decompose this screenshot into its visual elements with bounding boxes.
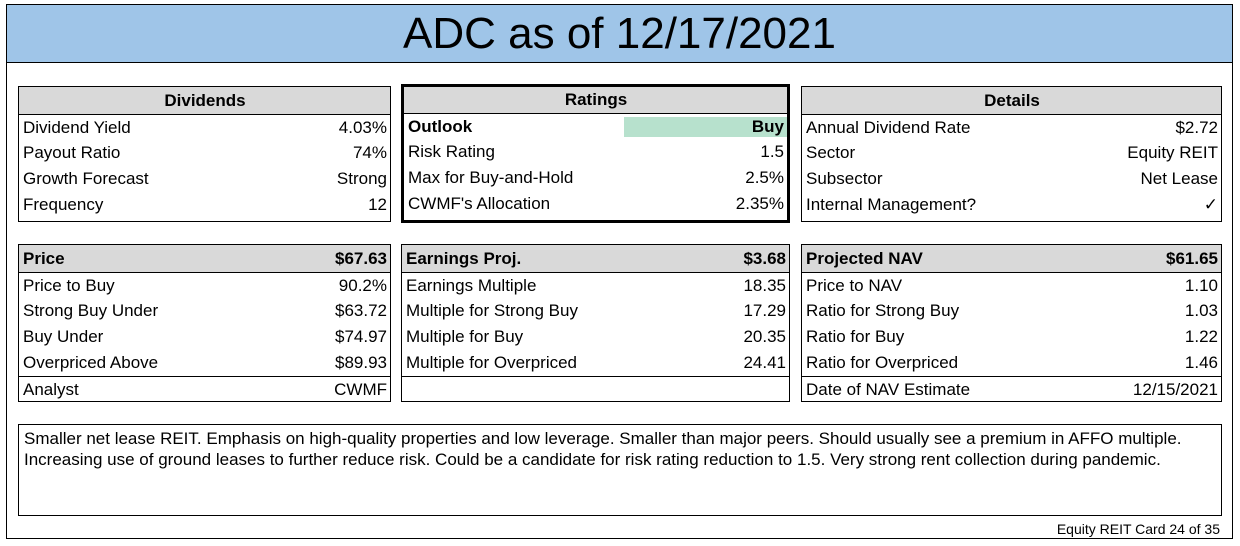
nav-date-row: Date of NAV Estimate 12/15/2021: [802, 376, 1221, 402]
ratings-header: Ratings: [404, 87, 787, 113]
dividends-header: Dividends: [19, 87, 390, 114]
allocation-row: CWMF's Allocation 2.35%: [408, 194, 784, 213]
details-panel: Details Annual Dividend Rate $2.72 Sector…: [801, 86, 1222, 222]
internal-management-row: Internal Management? ✓: [806, 195, 1218, 214]
nav-panel: Projected NAV $61.65 Price to NAV 1.10 Rat…: [801, 244, 1222, 402]
earnings-empty-row: [402, 376, 789, 402]
max-buy-hold-row: Max for Buy-and-Hold 2.5%: [408, 168, 784, 187]
dividend-yield-row: Dividend Yield 4.03%: [19, 114, 390, 140]
card-footer: Equity REIT Card 24 of 35: [1056, 521, 1220, 537]
sector-row: Sector Equity REIT: [806, 143, 1218, 162]
multiple-buy-row: Multiple for Buy 20.35: [406, 327, 786, 346]
earnings-header: Earnings Proj. $3.68: [402, 245, 789, 272]
nav-header: Projected NAV $61.65: [802, 245, 1221, 272]
overpriced-above-row: Overpriced Above $89.93: [23, 353, 387, 372]
payout-ratio-row: Payout Ratio 74%: [23, 143, 387, 162]
check-icon: ✓: [1203, 195, 1218, 214]
buy-under-row: Buy Under $74.97: [23, 327, 387, 346]
strong-buy-under-row: Strong Buy Under $63.72: [23, 301, 387, 320]
ratio-buy-row: Ratio for Buy 1.22: [806, 327, 1218, 346]
details-header: Details: [802, 87, 1221, 114]
frequency-row: Frequency 12: [23, 195, 387, 214]
price-to-buy-row: Price to Buy 90.2%: [19, 272, 390, 298]
price-to-nav-row: Price to NAV 1.10: [802, 272, 1221, 298]
multiple-overpriced-row: Multiple for Overpriced 24.41: [406, 353, 786, 372]
multiple-strong-buy-row: Multiple for Strong Buy 17.29: [406, 301, 786, 320]
ratio-overpriced-row: Ratio for Overpriced 1.46: [806, 353, 1218, 372]
price-header: Price $67.63: [19, 245, 390, 272]
growth-forecast-row: Growth Forecast Strong: [23, 169, 387, 188]
subsector-row: Subsector Net Lease: [806, 169, 1218, 188]
price-panel: Price $67.63 Price to Buy 90.2% Strong Buy…: [18, 244, 391, 402]
dividend-rate-row: Annual Dividend Rate $2.72: [802, 114, 1221, 140]
card-title: ADC as of 12/17/2021: [6, 4, 1233, 63]
earnings-panel: Earnings Proj. $3.68 Earnings Multiple 18.…: [401, 244, 790, 402]
outlook-row: Outlook Buy: [404, 113, 787, 139]
ratings-panel: Ratings Outlook Buy Risk Rating 1.5 Max fo…: [401, 84, 790, 223]
risk-rating-row: Risk Rating 1.5: [408, 142, 784, 161]
analyst-row: Analyst CWMF: [19, 376, 390, 402]
outlook-badge: Buy: [624, 116, 787, 137]
ratio-strong-buy-row: Ratio for Strong Buy 1.03: [806, 301, 1218, 320]
notes-box: Smaller net lease REIT. Emphasis on high…: [18, 424, 1222, 516]
earnings-multiple-row: Earnings Multiple 18.35: [402, 272, 789, 298]
dividends-panel: Dividends Dividend Yield 4.03% Payout Rat…: [18, 86, 391, 222]
